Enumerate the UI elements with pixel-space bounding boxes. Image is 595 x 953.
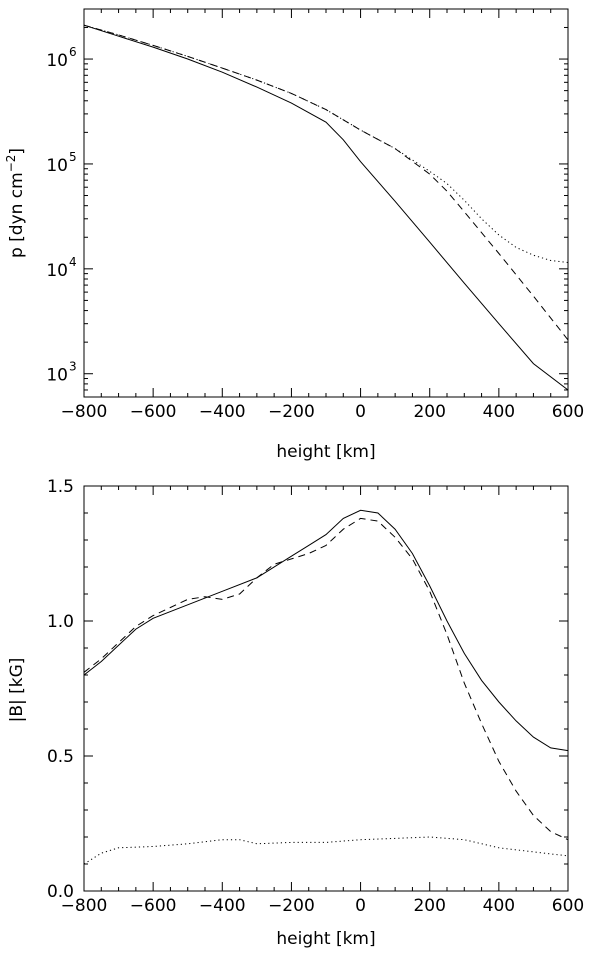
field-plot-frame — [83, 485, 569, 892]
field-x-axis-label: height [km] — [276, 929, 375, 949]
x-tick-label: 600 — [552, 402, 584, 422]
x-tick-label: −800 — [61, 896, 108, 916]
y-tick-label: 10 — [46, 366, 68, 386]
series-line-dashed — [83, 517, 569, 841]
pressure-plot-frame — [83, 8, 569, 398]
x-tick-label: 200 — [413, 402, 445, 422]
x-tick-label: 0 — [355, 402, 366, 422]
field-strength-chart: −800 −600 −400 −200 0 200 400 600 0.0 0.5 1.0 1.5 h… — [7, 477, 584, 949]
pressure-series — [83, 24, 569, 391]
pressure-y-label-main: p [dyn cm — [7, 172, 27, 258]
x-tick-label: −200 — [268, 896, 315, 916]
x-tick-label: −400 — [199, 402, 246, 422]
pressure-y-label-sup: −2 — [4, 155, 18, 173]
series-line-solid — [83, 509, 569, 752]
pressure-x-axis-label: height [km] — [276, 442, 375, 462]
y-tick-exponent: 4 — [69, 255, 77, 269]
y-tick-label: 10 — [46, 156, 68, 176]
y-tick-exponent: 3 — [69, 360, 77, 374]
y-tick-exponent: 6 — [69, 45, 77, 59]
series-line-dotted — [83, 836, 569, 865]
x-tick-label: 400 — [483, 402, 515, 422]
field-y-axis-label: |B| [kG] — [7, 658, 27, 723]
y-tick-exponent: 5 — [69, 150, 77, 164]
x-tick-label: −200 — [268, 402, 315, 422]
x-tick-label: 600 — [552, 896, 584, 916]
series-line-dashed — [83, 24, 569, 341]
pressure-y-label-end: ] — [7, 148, 27, 155]
x-tick-label: −400 — [199, 896, 246, 916]
y-tick-label: 0.5 — [47, 747, 74, 767]
y-tick-label: 10 — [46, 51, 68, 71]
y-tick-label: 1.5 — [47, 477, 74, 497]
series-line-dotted — [83, 24, 569, 263]
x-tick-label: −600 — [130, 896, 177, 916]
field-ticks: −800 −600 −400 −200 0 200 400 600 0.0 0.5 1.0 1.5 — [47, 477, 584, 916]
x-tick-label: 0 — [355, 896, 366, 916]
x-tick-label: −600 — [130, 402, 177, 422]
x-tick-label: 400 — [483, 896, 515, 916]
y-tick-label: 1.0 — [47, 612, 74, 632]
series-line-solid — [83, 24, 569, 391]
field-series — [83, 509, 569, 865]
x-tick-label: 200 — [413, 896, 445, 916]
pressure-y-axis-label: p [dyn cm−2] — [4, 148, 27, 258]
x-tick-label: −800 — [61, 402, 108, 422]
y-tick-label: 10 — [46, 261, 68, 281]
y-tick-label: 0.0 — [47, 882, 74, 902]
